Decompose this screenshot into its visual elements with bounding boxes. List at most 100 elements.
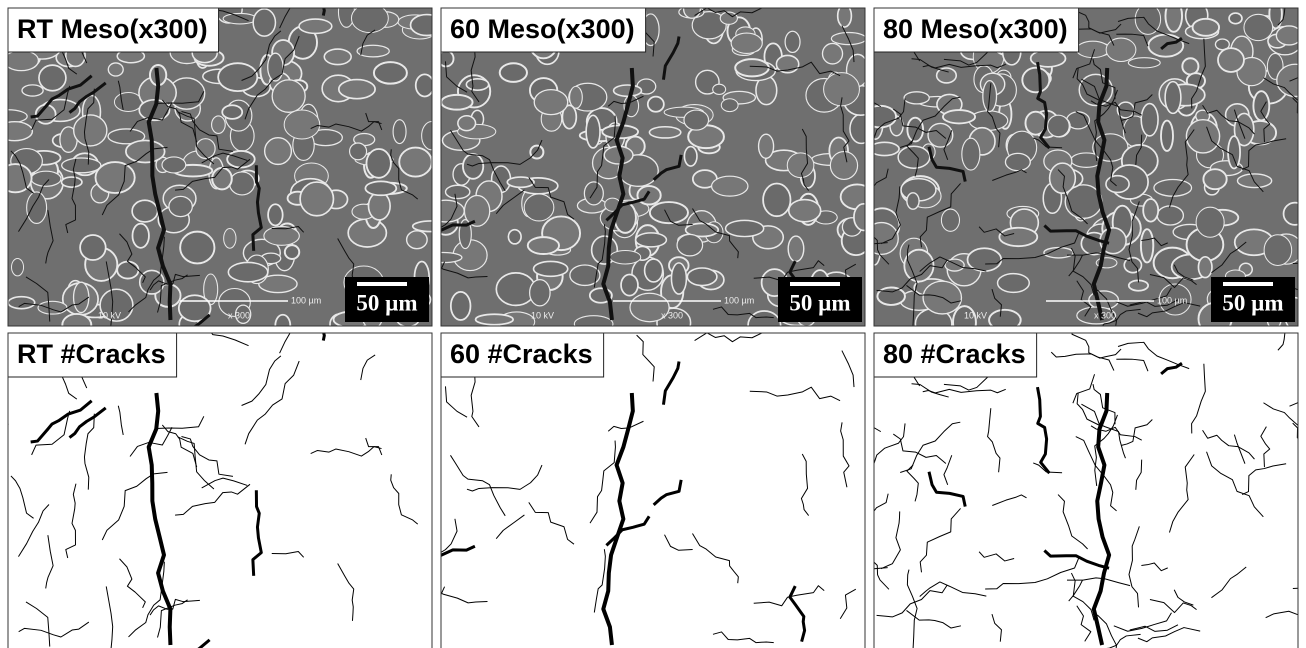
- crack: [753, 260, 825, 282]
- crack: [441, 518, 458, 553]
- crack: [10, 150, 34, 194]
- grain: [876, 286, 906, 306]
- crack: [146, 67, 173, 321]
- crack: [652, 479, 683, 507]
- grain: [874, 221, 899, 256]
- crack: [589, 440, 616, 524]
- grain: [1029, 49, 1067, 68]
- crack: [495, 189, 525, 215]
- crack: [919, 183, 961, 248]
- crack: [1191, 38, 1206, 109]
- micron-marker-label: 100 µm: [291, 295, 321, 305]
- grain: [585, 114, 601, 149]
- crack: [128, 561, 165, 638]
- grain: [1160, 119, 1174, 152]
- crack: [251, 490, 263, 576]
- crack: [1263, 402, 1298, 427]
- crack: [943, 130, 953, 160]
- grain: [8, 109, 28, 124]
- crack: [1070, 572, 1095, 621]
- crack: [1033, 462, 1063, 474]
- crack: [18, 296, 90, 313]
- grain: [30, 170, 62, 187]
- grain: [1105, 37, 1137, 63]
- grain: [392, 119, 407, 145]
- crack: [1068, 254, 1083, 277]
- grain: [966, 247, 1003, 273]
- crack: [978, 551, 1015, 562]
- panel-label-box: [440, 332, 605, 378]
- grain: [1197, 255, 1213, 279]
- crack: [991, 613, 1002, 642]
- grain: [952, 305, 977, 326]
- grain: [458, 219, 472, 250]
- crack: [839, 588, 857, 620]
- crack: [1117, 16, 1190, 45]
- crack: [1076, 605, 1092, 642]
- panel-label-box: [873, 7, 1080, 53]
- crack: [181, 436, 234, 477]
- grain: [372, 61, 408, 85]
- grain: [498, 62, 528, 83]
- crack: [25, 276, 51, 322]
- crack: [607, 95, 644, 107]
- panel-border: [440, 332, 866, 648]
- crack: [1116, 358, 1149, 372]
- grain: [1228, 12, 1243, 25]
- panel-border: [7, 7, 433, 327]
- panel-content: [8, 333, 432, 648]
- grain: [226, 150, 256, 169]
- crack: [874, 493, 889, 512]
- grain: [444, 184, 471, 200]
- crack: [1106, 633, 1141, 648]
- crack: [201, 477, 248, 489]
- crack: [1121, 419, 1153, 446]
- panel-label: 80 Meso(x300): [883, 14, 1068, 44]
- grain: [252, 8, 277, 37]
- crack: [788, 585, 807, 643]
- crack: [1211, 566, 1247, 599]
- crack: [1135, 134, 1143, 165]
- crack: [1206, 451, 1264, 518]
- grain: [125, 139, 166, 164]
- grain: [823, 72, 860, 107]
- crack: [1129, 299, 1179, 307]
- grain: [617, 154, 659, 187]
- crack: [161, 99, 198, 143]
- crack: [605, 515, 651, 547]
- crack: [1090, 100, 1142, 116]
- crack: [31, 410, 71, 456]
- crack: [593, 549, 606, 613]
- panel-content: [874, 333, 1298, 648]
- grain: [411, 220, 432, 233]
- grain: [1191, 17, 1221, 37]
- crack: [605, 190, 651, 222]
- crack: [943, 51, 989, 66]
- crack: [927, 146, 967, 182]
- crack: [992, 494, 1027, 506]
- grain: [1127, 57, 1161, 69]
- panel-content: 100 µm 10 kV x 300 50 µm: [441, 8, 865, 326]
- grain: [449, 290, 472, 321]
- grain: [283, 244, 301, 260]
- grain: [998, 226, 1039, 248]
- grain: [612, 84, 643, 98]
- crack: [244, 360, 300, 445]
- crack: [749, 386, 841, 402]
- crack: [8, 423, 9, 426]
- grain: [1263, 234, 1293, 266]
- grain: [1243, 13, 1274, 42]
- grain: [941, 109, 977, 125]
- micrograph-panel: 100 µm 10 kV x 300 50 µm 60 Meso(x300): [440, 7, 866, 327]
- crack: [1141, 562, 1168, 572]
- grain: [356, 44, 390, 58]
- crack: [1128, 526, 1140, 608]
- crack: [922, 63, 1006, 69]
- crack: [601, 392, 635, 646]
- grain: [506, 176, 535, 189]
- grain: [787, 198, 822, 223]
- grain: [670, 262, 688, 295]
- grain: [526, 236, 561, 255]
- crack: [749, 61, 841, 77]
- scale-bar-label: 50 µm: [789, 290, 850, 315]
